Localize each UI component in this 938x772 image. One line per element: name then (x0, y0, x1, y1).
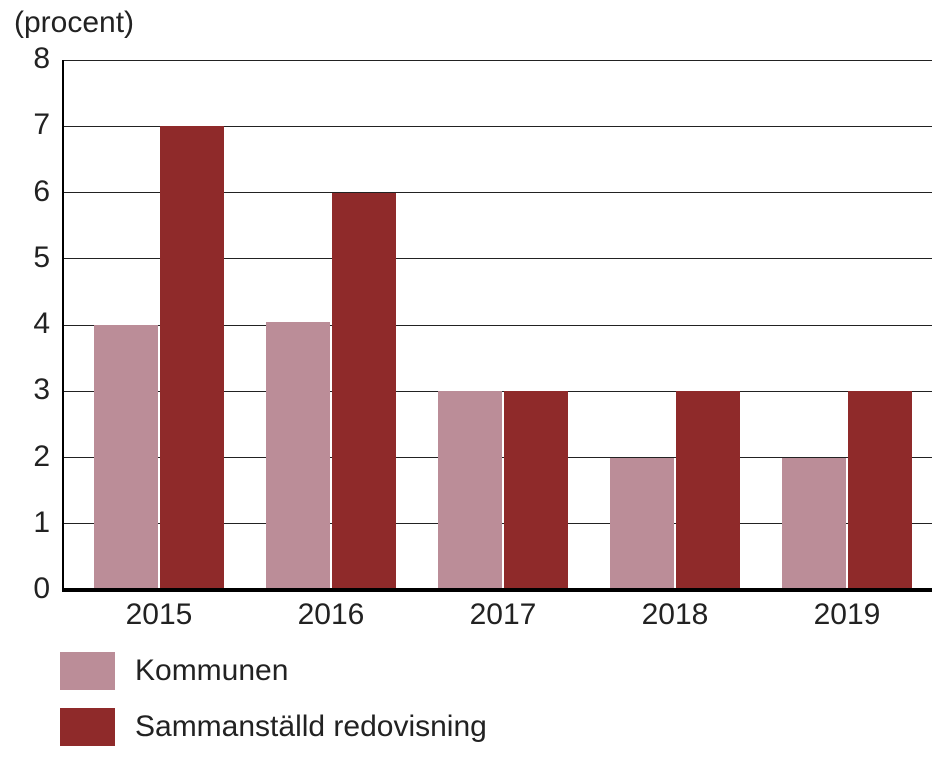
y-tick-label: 4 (16, 307, 50, 341)
bar (782, 458, 846, 591)
bar (610, 458, 674, 591)
legend-label: Kommunen (135, 654, 288, 688)
chart-container: (procent) 0 1 2 3 4 5 6 7 8 2015 2016 2017 2018 2019… (0, 0, 938, 772)
legend-item: Sammanställd redovisning (60, 708, 487, 746)
bar (160, 126, 224, 590)
bar (676, 391, 740, 590)
y-tick-label: 3 (16, 373, 50, 407)
gridline (62, 60, 932, 61)
bar (94, 325, 158, 590)
legend-item: Kommunen (60, 652, 487, 690)
bar (438, 391, 502, 590)
bar (266, 322, 330, 590)
x-tick-label: 2017 (443, 598, 563, 632)
y-tick-label: 5 (16, 241, 50, 275)
bar (332, 193, 396, 591)
y-tick-label: 7 (16, 108, 50, 142)
legend-label: Sammanställd redovisning (135, 710, 487, 744)
plot-area (62, 60, 932, 590)
y-axis-title: (procent) (14, 6, 134, 40)
y-tick-label: 1 (16, 506, 50, 540)
bar (848, 391, 912, 590)
y-tick-label: 2 (16, 440, 50, 474)
x-tick-label: 2019 (787, 598, 907, 632)
y-axis-line (62, 60, 64, 590)
y-tick-label: 6 (16, 175, 50, 209)
legend-swatch (60, 652, 115, 690)
legend-swatch (60, 708, 115, 746)
x-tick-label: 2016 (271, 598, 391, 632)
bar (504, 391, 568, 590)
x-tick-label: 2018 (615, 598, 735, 632)
x-axis-baseline (62, 588, 932, 592)
legend: Kommunen Sammanställd redovisning (60, 652, 487, 764)
y-tick-label: 8 (16, 42, 50, 76)
x-tick-label: 2015 (99, 598, 219, 632)
y-tick-label: 0 (16, 572, 50, 606)
